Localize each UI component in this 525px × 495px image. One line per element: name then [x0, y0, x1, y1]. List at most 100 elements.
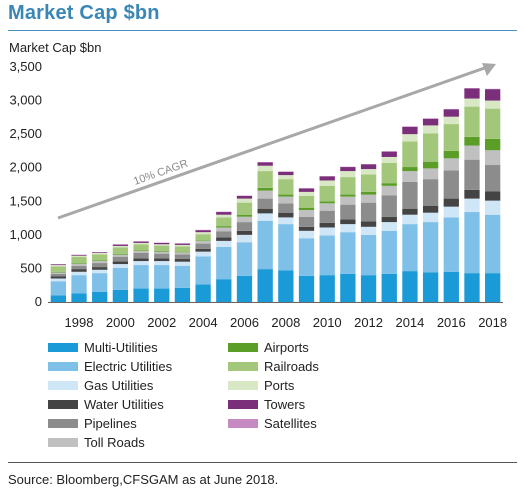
bar-segment: [154, 261, 170, 266]
bar-segment: [236, 275, 253, 302]
bar-segment: [133, 244, 149, 251]
bar-segment: [112, 264, 129, 268]
bar-segment: [443, 217, 459, 272]
bar-segment: [340, 177, 356, 195]
bar-segment: [71, 257, 87, 264]
bar-segment: [443, 170, 459, 199]
legend-item: Water Utilities: [48, 397, 164, 412]
bar-segment: [381, 183, 397, 186]
cagr-arrow-head: [482, 63, 496, 76]
bar-segment: [464, 98, 480, 107]
bar-segment: [422, 133, 439, 162]
bar-segment: [195, 243, 211, 249]
bar-segment: [485, 150, 501, 166]
bar-segment: [298, 195, 315, 208]
legend-label: Ports: [264, 378, 295, 393]
bar-segment: [298, 210, 315, 217]
bar-segment: [50, 281, 66, 296]
legend-label: Electric Utilities: [84, 359, 173, 374]
bar-segment: [257, 269, 273, 302]
bar-segment: [236, 222, 253, 231]
bar-segment: [236, 216, 253, 223]
header: Market Cap $bn: [8, 2, 160, 25]
bar-segment: [381, 185, 397, 196]
bar-segment: [402, 214, 418, 225]
bar-segment: [216, 246, 232, 280]
bar-segment: [485, 214, 501, 274]
bar-segment: [319, 222, 335, 228]
legend-label: Gas Utilities: [84, 378, 154, 393]
legend-item: Electric Utilities: [48, 359, 172, 374]
x-tick-label: 2000: [106, 315, 135, 330]
bar-segment: [464, 198, 480, 213]
bar-segment: [278, 179, 294, 195]
bar-segment: [464, 189, 480, 199]
bar-segment: [340, 273, 356, 302]
bar-segment: [174, 243, 191, 245]
bar-segment: [402, 181, 418, 209]
bar-segment: [298, 216, 315, 227]
x-tick-label: 2010: [313, 315, 342, 330]
bar-segment: [50, 273, 66, 277]
bar-segment: [195, 248, 211, 252]
bar-segment: [71, 263, 87, 264]
bar-segment: [402, 171, 418, 182]
legend-swatch: [228, 343, 258, 352]
bar-segment: [422, 272, 439, 302]
bar-segment: [464, 88, 480, 99]
source-note: Source: Bloomberg,CFSGAM as at June 2018…: [8, 472, 279, 487]
bar-segment: [381, 216, 397, 223]
bar-segment: [216, 214, 232, 218]
bar-segment: [340, 232, 356, 274]
bar-segment: [340, 167, 356, 172]
bar-segment: [340, 196, 356, 205]
y-tick-label: 2,000: [9, 160, 42, 175]
bar-segment: [381, 222, 397, 231]
bar-segment: [381, 151, 397, 157]
bar-segment: [154, 242, 170, 245]
bar-segment: [298, 208, 315, 211]
bar-segment: [154, 288, 170, 302]
bar-segment: [464, 145, 480, 160]
bar-segment: [257, 171, 273, 188]
bar-segment: [174, 254, 191, 260]
bar-segment: [360, 275, 377, 302]
bar-segment: [174, 259, 191, 262]
title-divider: [8, 30, 517, 31]
bar-segment: [195, 256, 211, 285]
bar-segment: [133, 252, 149, 259]
legend-swatch: [228, 362, 258, 371]
bar-segment: [360, 191, 377, 195]
bar-segment: [485, 89, 501, 101]
bar-segment: [278, 175, 294, 180]
bar-segment: [278, 203, 294, 213]
bar-segment: [298, 238, 315, 276]
bar-segment: [195, 284, 211, 302]
bar-segment: [402, 167, 418, 172]
y-tick-label: 0: [35, 294, 42, 309]
bar-segment: [71, 265, 87, 270]
bar-segment: [133, 261, 149, 266]
bar-segment: [485, 191, 501, 201]
bar-segment: [485, 273, 501, 302]
bar-segment: [319, 180, 335, 186]
legend-swatch: [228, 381, 258, 390]
bar-segment: [133, 258, 149, 262]
bar-segment: [92, 267, 108, 270]
bar-segment: [216, 212, 232, 215]
bar-segment: [257, 208, 273, 214]
bar-segment: [92, 273, 108, 292]
bar-segment: [236, 195, 253, 199]
bar-segment: [278, 194, 294, 197]
bar-segment: [112, 254, 129, 257]
bar-segment: [298, 188, 315, 192]
x-tick-label: 2016: [437, 315, 466, 330]
bar-segment: [422, 212, 439, 223]
bar-segment: [154, 258, 170, 262]
bar-segment: [360, 202, 377, 222]
bar-segment: [174, 251, 191, 253]
bar-segment: [422, 179, 439, 206]
legend-swatch: [48, 419, 78, 428]
bar-segment: [360, 234, 377, 276]
bar-segment: [50, 272, 66, 274]
